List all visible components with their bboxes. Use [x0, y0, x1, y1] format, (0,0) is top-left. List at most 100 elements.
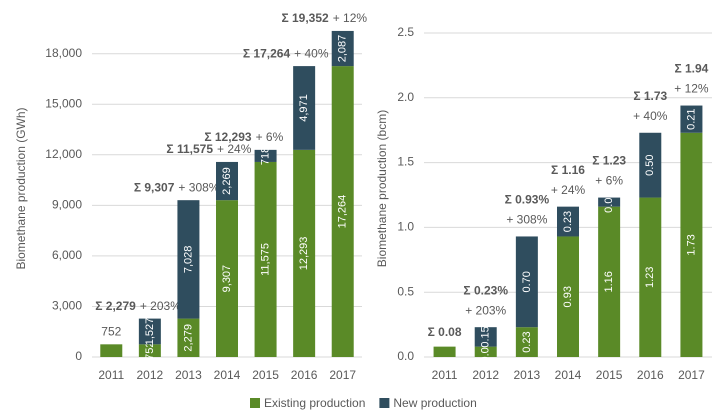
- bar-segment: [598, 206, 621, 357]
- value-label: 1.16: [603, 271, 615, 292]
- total-label: Σ 9,307: [134, 180, 175, 194]
- bar-segment: [639, 132, 662, 198]
- bar-segment: [293, 66, 316, 150]
- value-label: 1,527: [144, 318, 156, 346]
- total-label: Σ 0.23%: [463, 283, 508, 297]
- bar-segment: [557, 206, 579, 237]
- bar-segment: [100, 344, 123, 357]
- growth-label: + 6%: [256, 130, 284, 144]
- y-tick-label: 1.5: [397, 155, 414, 169]
- x-tick-label: 2013: [175, 368, 202, 382]
- bar-segment: [557, 236, 579, 357]
- bar-segment: [216, 200, 238, 357]
- x-tick-label: 2014: [555, 368, 582, 382]
- x-tick-label: 2017: [678, 368, 705, 382]
- growth-label: + 40%: [633, 109, 668, 123]
- x-tick-label: 2011: [98, 368, 124, 382]
- growth-label: + 308%: [178, 180, 219, 194]
- total-label: Σ 17,264: [243, 46, 291, 60]
- x-tick-label: 2012: [472, 368, 499, 382]
- legend-label: New production: [393, 396, 476, 410]
- growth-label: + 40%: [294, 46, 329, 60]
- value-label: 11,575: [259, 243, 271, 276]
- total-label: Σ 12,293: [204, 130, 252, 144]
- value-label: 12,293: [298, 237, 310, 271]
- bar-segment: [680, 132, 703, 357]
- bar-segment: [515, 236, 538, 328]
- y-tick-label: 3,000: [52, 299, 82, 313]
- y-tick-label: 15,000: [45, 96, 82, 110]
- x-tick-label: 2013: [514, 368, 541, 382]
- y-tick-label: 1.0: [397, 220, 414, 234]
- bar-segment: [216, 161, 238, 201]
- value-label: 17,264: [337, 195, 349, 229]
- bar-segment: [177, 318, 200, 357]
- total-label: Σ 11,575: [166, 142, 213, 156]
- value-label: 1.73: [685, 234, 697, 255]
- value-label: 0.23: [521, 331, 533, 352]
- bar-segment: [680, 105, 703, 133]
- bar-segment: [254, 161, 277, 357]
- y-tick-label: 2.5: [397, 25, 414, 39]
- value-label: 0.50: [644, 154, 656, 175]
- total-label: Σ 1.16: [551, 163, 585, 177]
- total-label: Σ 0.08: [428, 325, 462, 339]
- value-label: 0.23: [562, 211, 574, 232]
- bar-segment: [293, 149, 316, 357]
- bar-segment: [474, 327, 497, 347]
- bar-segment: [331, 66, 354, 358]
- bar-segment: [177, 200, 200, 319]
- value-label: 4,971: [298, 94, 310, 122]
- bar-segment: [331, 30, 354, 67]
- bar-segment: [515, 327, 538, 357]
- x-tick-label: 2012: [137, 368, 164, 382]
- bar-segment: [639, 197, 662, 357]
- growth-label: + 6%: [595, 174, 623, 188]
- value-label: 2,279: [182, 324, 194, 352]
- total-label: Σ 1.73: [633, 89, 667, 103]
- y-tick-label: 2.0: [397, 90, 414, 104]
- y-tick-label: 0.0: [397, 349, 414, 363]
- value-label: 1.23: [644, 267, 656, 288]
- value-label: 9,307: [221, 265, 233, 293]
- x-tick-label: 2016: [291, 368, 318, 382]
- total-label: Σ 1.94: [674, 62, 708, 76]
- legend-label: Existing production: [264, 396, 365, 410]
- growth-label: + 308%: [506, 213, 547, 227]
- growth-label: + 203%: [465, 303, 506, 317]
- total-label: Σ 19,352: [281, 11, 329, 25]
- bar-segment: [138, 344, 161, 357]
- x-tick-label: 2011: [432, 368, 458, 382]
- value-label: 0.15: [480, 326, 492, 347]
- total-label: Σ 0.93%: [505, 193, 550, 207]
- y-tick-label: 0.5: [397, 284, 414, 298]
- y-axis-label: Biomethane production (GWh): [14, 107, 28, 269]
- value-label: 2,087: [337, 35, 349, 63]
- value-label: 752: [144, 341, 156, 359]
- bar-segment: [254, 149, 277, 162]
- value-label: 0.21: [685, 108, 697, 129]
- value-label: 0.07: [603, 191, 615, 212]
- value-label: 752: [101, 325, 121, 339]
- growth-label: + 12%: [674, 82, 709, 96]
- growth-label: + 24%: [217, 142, 252, 156]
- bar-segment: [598, 197, 621, 207]
- growth-label: + 203%: [140, 299, 181, 313]
- bar-segment: [474, 346, 497, 357]
- x-tick-label: 2015: [252, 368, 279, 382]
- y-tick-label: 0: [75, 349, 82, 363]
- legend-swatch: [250, 398, 260, 408]
- x-tick-label: 2014: [214, 368, 241, 382]
- x-tick-label: 2017: [329, 368, 356, 382]
- total-label: Σ 2,279: [95, 299, 136, 313]
- value-label: 0.70: [521, 271, 533, 292]
- x-tick-label: 2016: [637, 368, 664, 382]
- value-label: 7,028: [182, 246, 194, 274]
- y-tick-label: 9,000: [52, 198, 82, 212]
- total-label: Σ 1.23: [592, 154, 626, 168]
- bar-segment: [433, 346, 456, 357]
- y-tick-label: 12,000: [45, 147, 82, 161]
- value-label: 2,269: [221, 167, 233, 195]
- y-tick-label: 18,000: [45, 46, 82, 60]
